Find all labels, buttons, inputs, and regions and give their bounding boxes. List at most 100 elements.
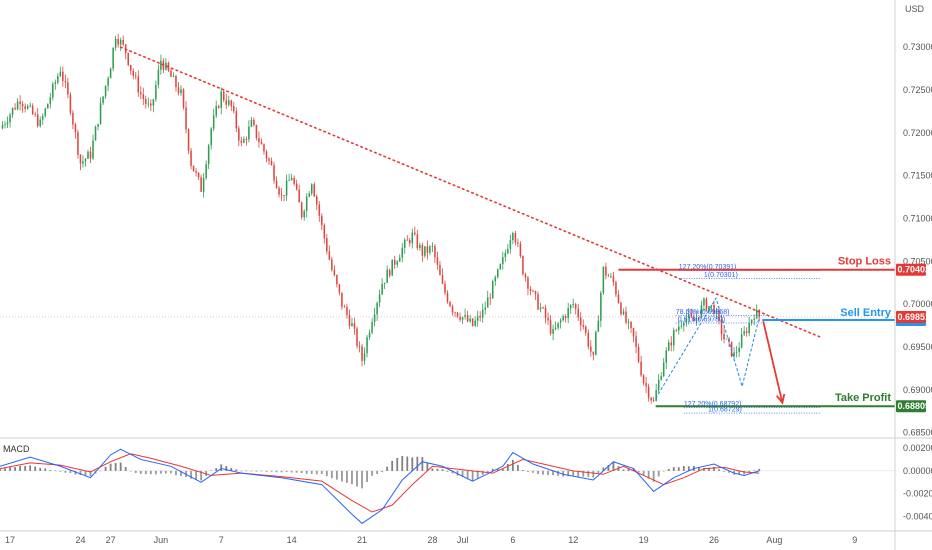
- candle[interactable]: [660, 372, 662, 381]
- candle[interactable]: [107, 76, 109, 92]
- candle[interactable]: [278, 185, 280, 198]
- candle[interactable]: [180, 85, 182, 96]
- candle[interactable]: [200, 174, 202, 193]
- candle[interactable]: [227, 95, 230, 107]
- candle[interactable]: [288, 173, 290, 181]
- candle[interactable]: [190, 147, 192, 170]
- candle[interactable]: [255, 124, 258, 141]
- forecast-arrow-shaft[interactable]: [762, 321, 784, 403]
- candle[interactable]: [363, 347, 366, 365]
- candle[interactable]: [532, 289, 534, 293]
- candle[interactable]: [600, 290, 602, 328]
- candle[interactable]: [36, 108, 39, 128]
- candle[interactable]: [509, 234, 512, 254]
- candle[interactable]: [700, 300, 703, 320]
- candle[interactable]: [326, 233, 328, 255]
- candle[interactable]: [703, 297, 705, 312]
- candle[interactable]: [298, 184, 300, 203]
- candle[interactable]: [245, 136, 248, 146]
- candle[interactable]: [637, 343, 640, 364]
- candle[interactable]: [124, 43, 127, 60]
- macd-pane[interactable]: [0, 448, 895, 525]
- candle[interactable]: [258, 131, 260, 148]
- candle[interactable]: [469, 314, 471, 324]
- candle[interactable]: [381, 278, 383, 296]
- candle[interactable]: [207, 143, 210, 170]
- candle[interactable]: [336, 274, 338, 288]
- candle[interactable]: [403, 237, 406, 254]
- candle[interactable]: [210, 127, 212, 150]
- candle[interactable]: [527, 276, 529, 296]
- candle[interactable]: [79, 154, 82, 171]
- candle[interactable]: [74, 122, 77, 139]
- candle[interactable]: [454, 311, 456, 318]
- candle[interactable]: [328, 245, 331, 261]
- candle[interactable]: [6, 116, 9, 129]
- candle[interactable]: [557, 322, 559, 331]
- candle[interactable]: [738, 342, 740, 358]
- candle[interactable]: [474, 316, 476, 328]
- candle[interactable]: [670, 336, 673, 352]
- candle[interactable]: [217, 104, 220, 109]
- candle[interactable]: [627, 318, 630, 330]
- candle[interactable]: [57, 73, 59, 85]
- candle[interactable]: [114, 35, 117, 51]
- candle[interactable]: [612, 271, 615, 286]
- candle[interactable]: [431, 242, 434, 253]
- candle[interactable]: [97, 123, 99, 131]
- candle[interactable]: [155, 80, 157, 102]
- candle[interactable]: [459, 312, 461, 323]
- candle[interactable]: [424, 246, 426, 258]
- candle[interactable]: [142, 87, 145, 106]
- candle[interactable]: [351, 317, 353, 327]
- candle[interactable]: [615, 280, 617, 298]
- candle[interactable]: [273, 161, 275, 184]
- candle[interactable]: [632, 327, 635, 343]
- candle[interactable]: [11, 107, 14, 119]
- candle[interactable]: [26, 104, 29, 110]
- candle[interactable]: [698, 317, 700, 322]
- candle[interactable]: [471, 318, 474, 327]
- candle[interactable]: [373, 307, 376, 327]
- candle[interactable]: [341, 292, 343, 310]
- candle[interactable]: [396, 259, 398, 268]
- candle[interactable]: [378, 289, 381, 308]
- candle[interactable]: [466, 310, 469, 323]
- candle[interactable]: [464, 308, 466, 320]
- candle[interactable]: [92, 134, 94, 160]
- candle[interactable]: [160, 54, 162, 75]
- candle[interactable]: [253, 117, 255, 127]
- candle[interactable]: [426, 240, 429, 260]
- candle[interactable]: [383, 282, 386, 290]
- candle[interactable]: [393, 255, 396, 269]
- candle[interactable]: [215, 100, 217, 119]
- candle[interactable]: [549, 315, 552, 336]
- candle[interactable]: [481, 303, 484, 323]
- candle[interactable]: [489, 293, 492, 306]
- candle[interactable]: [376, 301, 378, 321]
- candle[interactable]: [205, 160, 207, 180]
- candle[interactable]: [401, 242, 404, 263]
- candle[interactable]: [59, 66, 62, 78]
- candle[interactable]: [713, 300, 715, 316]
- candle[interactable]: [416, 229, 419, 251]
- candle[interactable]: [625, 306, 627, 325]
- candle[interactable]: [569, 304, 572, 314]
- candle[interactable]: [391, 259, 393, 276]
- candle[interactable]: [675, 328, 678, 332]
- candle[interactable]: [645, 376, 647, 394]
- candle[interactable]: [743, 326, 745, 336]
- candle[interactable]: [544, 304, 547, 324]
- candle[interactable]: [750, 319, 753, 326]
- candle[interactable]: [348, 309, 351, 329]
- candle[interactable]: [579, 312, 582, 332]
- candle[interactable]: [486, 290, 489, 308]
- candle[interactable]: [655, 383, 657, 402]
- candle[interactable]: [69, 92, 72, 116]
- candle[interactable]: [39, 116, 42, 128]
- candle[interactable]: [305, 193, 308, 218]
- candle[interactable]: [197, 172, 200, 181]
- candle[interactable]: [99, 97, 102, 125]
- candle[interactable]: [346, 303, 348, 319]
- candle[interactable]: [250, 116, 253, 128]
